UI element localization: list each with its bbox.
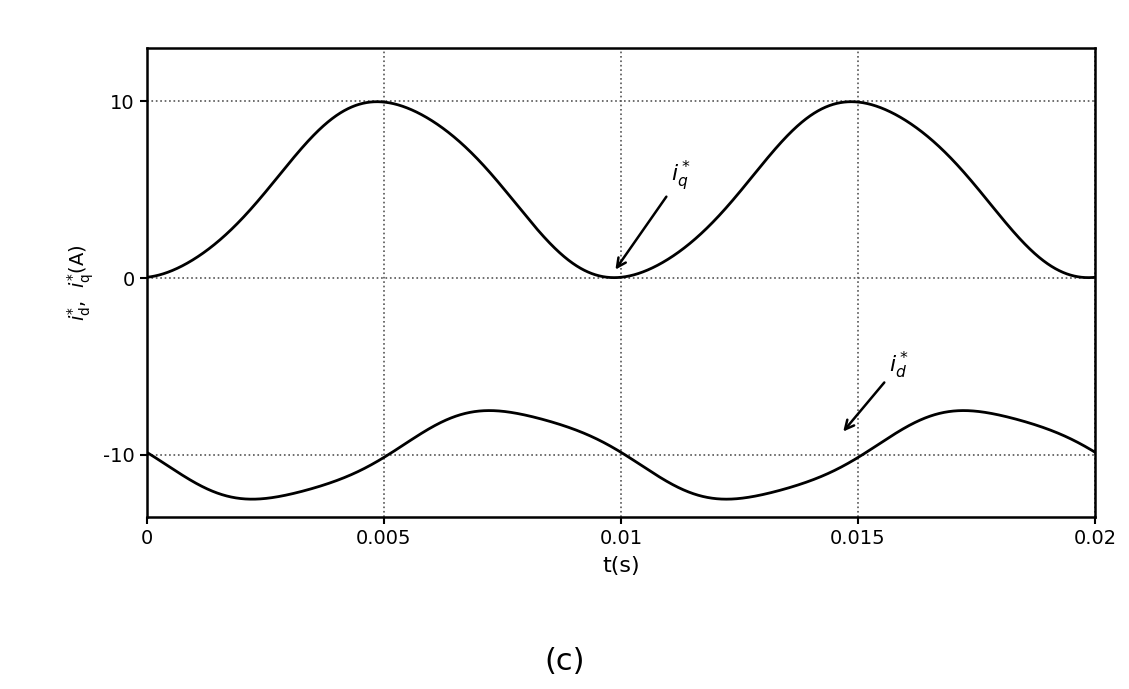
Text: $i_q^*$: $i_q^*$ bbox=[618, 158, 691, 267]
X-axis label: t(s): t(s) bbox=[602, 556, 640, 576]
Text: (c): (c) bbox=[544, 647, 585, 676]
Y-axis label: $i_{\mathrm{d}}^{*}$,  $i_{\mathrm{q}}^{*}$(A): $i_{\mathrm{d}}^{*}$, $i_{\mathrm{q}}^{*… bbox=[65, 244, 96, 321]
Text: $i_d^*$: $i_d^*$ bbox=[844, 349, 909, 429]
